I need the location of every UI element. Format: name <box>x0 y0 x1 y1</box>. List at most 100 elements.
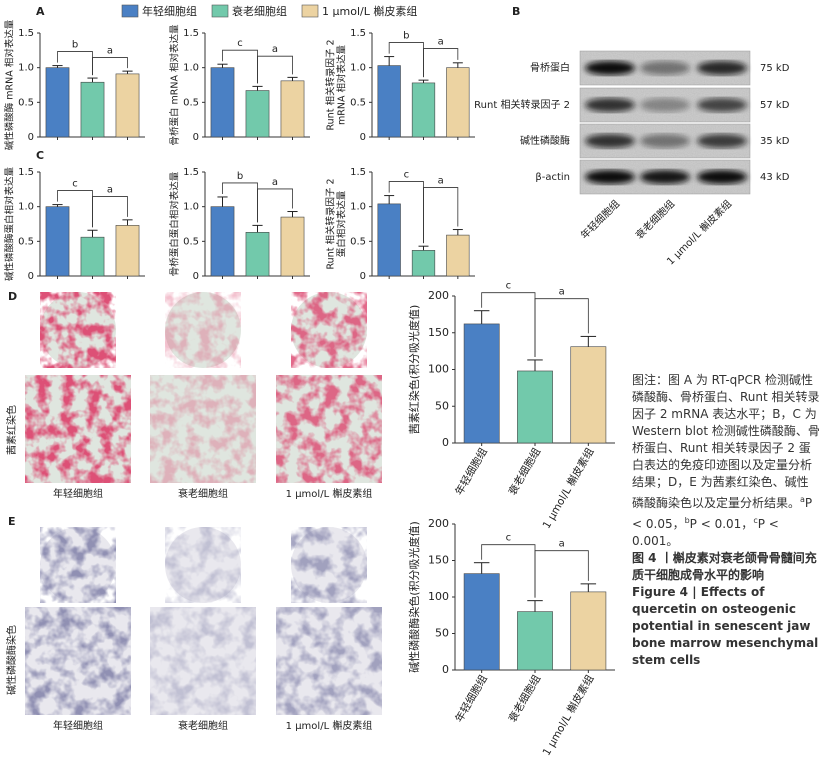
y-axis-label: 蛋白相对表达量 <box>336 190 348 257</box>
x-tick-label: 年轻细胞组 <box>452 672 490 724</box>
y-tick-label: 1.0 <box>350 202 366 213</box>
blot-size: 35 kD <box>760 136 790 147</box>
micrograph-stain <box>25 607 131 715</box>
dish-stain <box>165 292 241 368</box>
y-axis-label: Runt 相关转录因子 2 <box>325 39 337 130</box>
blot-group-label: 年轻细胞组 <box>578 197 623 242</box>
dish-stain <box>291 292 367 368</box>
legend-label: 衰老细胞组 <box>232 4 287 18</box>
bar <box>463 323 500 444</box>
y-axis-label: mRNA 相对表达量 <box>336 45 348 125</box>
y-tick-label: 0 <box>442 663 449 676</box>
y-tick-label: 100 <box>428 590 449 603</box>
y-tick-label: 1.5 <box>18 28 34 39</box>
y-tick-label: 200 <box>428 517 449 530</box>
sig-label: a <box>438 37 444 48</box>
sig-bracket <box>534 298 589 357</box>
dish-stain <box>40 292 116 368</box>
sig-label: b <box>237 171 243 182</box>
y-tick-label: 1.5 <box>183 28 199 39</box>
bar <box>210 67 235 138</box>
sig-bracket <box>257 55 293 84</box>
bar <box>570 591 607 671</box>
y-tick-label: 0 <box>28 132 34 143</box>
blot-band <box>585 61 635 75</box>
panel-letter: E <box>8 515 16 528</box>
caption-stats: aP < 0.05，bP < 0.01，cP < 0.001。 <box>632 495 812 548</box>
x-tick-label: 衰老细胞组 <box>506 445 544 497</box>
legend-label: 年轻细胞组 <box>142 4 197 18</box>
y-axis-label: 碱性磷酸酶 mRNA 相对表达量 <box>4 19 16 150</box>
bar <box>115 73 140 138</box>
caption-note: 图注：图 A 为 RT-qPCR 检测碱性磷酸酶、骨桥蛋白、Runt 相关转录因… <box>632 372 820 550</box>
blot-band <box>585 98 635 112</box>
blot-band <box>697 134 747 148</box>
blot-band <box>585 134 635 148</box>
bar <box>45 67 70 138</box>
stain-group-label: 年轻细胞组 <box>53 487 103 500</box>
y-tick-label: 0.5 <box>350 97 366 108</box>
y-tick-label: 1.5 <box>350 167 366 178</box>
x-tick-label: 1 μmol/L 槲皮素组 <box>540 445 597 531</box>
blot-size: 57 kD <box>760 100 790 111</box>
stat-text: P < 0.001。 <box>632 517 779 548</box>
caption-title-en: Figure 4 | Effects of quercetin on osteo… <box>632 585 819 667</box>
bar <box>517 370 553 444</box>
blot-size: 75 kD <box>760 63 790 74</box>
y-tick-label: 0.5 <box>18 236 34 247</box>
sig-label: a <box>272 177 278 188</box>
y-tick-label: 1.0 <box>18 202 34 213</box>
y-tick-label: 0.5 <box>18 97 34 108</box>
stain-group-label: 1 μmol/L 槲皮素组 <box>286 719 373 732</box>
y-axis-label: 骨桥蛋白蛋白相对表达量 <box>169 171 181 276</box>
y-axis-label: Runt 相关转录因子 2 <box>325 178 337 269</box>
bar <box>280 216 305 277</box>
blot-band <box>585 170 635 184</box>
y-tick-label: 0.5 <box>183 236 199 247</box>
sig-label: a <box>559 539 565 550</box>
bar <box>45 206 70 277</box>
stat-sup: c <box>753 516 758 525</box>
bar <box>210 206 235 277</box>
sig-label: c <box>506 533 512 544</box>
sig-label: c <box>237 38 243 49</box>
stat-text: P < 0.01， <box>689 517 754 531</box>
micrograph-stain <box>150 375 256 483</box>
blot-band <box>640 98 690 112</box>
sig-bracket <box>534 550 589 598</box>
y-tick-label: 50 <box>435 399 449 412</box>
micrograph-stain <box>276 375 382 483</box>
y-axis-label: 碱性磷酸酶染色(积分吸光度值) <box>407 521 421 673</box>
legend-swatch <box>121 4 139 18</box>
stain-group-label: 衰老细胞组 <box>178 487 228 500</box>
micrograph-stain <box>25 375 131 483</box>
bar <box>245 232 270 277</box>
dish-stain <box>291 527 367 603</box>
bar <box>80 236 105 277</box>
blot-row-label: 骨桥蛋白 <box>530 61 570 74</box>
y-tick-label: 200 <box>428 289 449 302</box>
sig-label: c <box>506 281 512 292</box>
y-axis-label: 骨桥蛋白 mRNA 相对表达量 <box>169 24 181 146</box>
sig-label: b <box>72 40 78 51</box>
x-tick-label: 衰老细胞组 <box>506 672 544 724</box>
bar <box>517 611 553 671</box>
y-tick-label: 1.5 <box>350 28 366 39</box>
sig-label: a <box>272 44 278 55</box>
stain-group-label: 衰老细胞组 <box>178 719 228 732</box>
stat-sup: a <box>800 495 805 504</box>
panel-letter: B <box>512 5 520 18</box>
panel-letter: C <box>36 149 44 162</box>
sig-label: a <box>107 185 113 196</box>
bar <box>446 67 470 138</box>
sig-bracket <box>92 196 128 228</box>
dish-stain <box>165 527 241 603</box>
stat-sup: b <box>684 516 690 525</box>
sig-bracket <box>423 187 459 244</box>
bar <box>80 81 105 138</box>
y-tick-label: 0 <box>28 271 34 282</box>
bar <box>245 90 270 138</box>
sig-label: c <box>404 170 410 181</box>
